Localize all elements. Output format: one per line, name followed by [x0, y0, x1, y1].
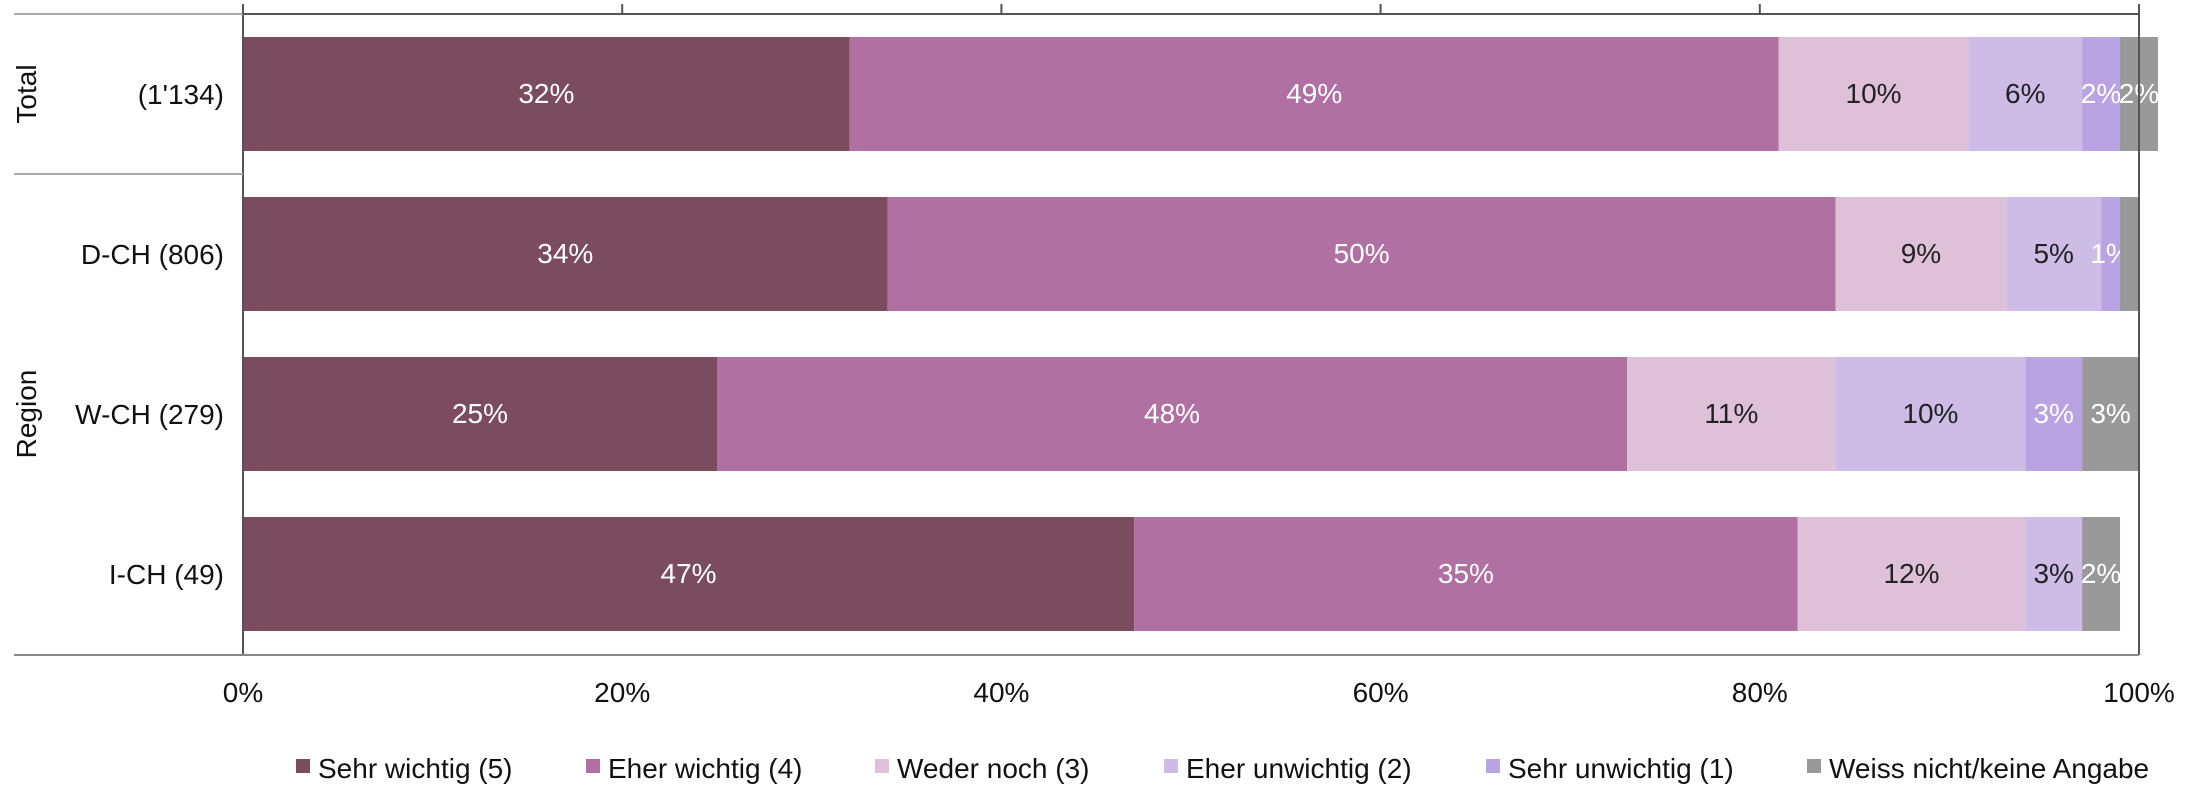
category-labels: (1'134) D-CH (806) W-CH (279) I-CH (49) Tota…: [11, 64, 224, 590]
bar-segment: [887, 197, 1836, 311]
legend-swatch: [1164, 759, 1178, 773]
data-label: 12%: [1883, 558, 1939, 589]
data-label: 10%: [1902, 398, 1958, 429]
data-label: 10%: [1846, 78, 1902, 109]
data-label: 35%: [1438, 558, 1494, 589]
data-label: 6%: [2005, 78, 2045, 109]
legend-item: Sehr unwichtig (1): [1486, 753, 1734, 784]
legend-label: Eher wichtig (4): [608, 753, 803, 784]
bar-segment: [2120, 197, 2139, 311]
bar-segment: [2025, 517, 2083, 631]
bar-segment: [1778, 37, 1969, 151]
legend-item: Sehr wichtig (5): [296, 753, 513, 784]
legend-label: Weder noch (3): [897, 753, 1089, 784]
bar-segment: [2082, 357, 2139, 471]
bar-segment: [243, 37, 850, 151]
legend-item: Eher wichtig (4): [586, 753, 803, 784]
bar-segment: [717, 357, 1628, 471]
legend-swatch: [296, 759, 310, 773]
data-label: 34%: [537, 238, 593, 269]
legend-item: Eher unwichtig (2): [1164, 753, 1412, 784]
bars-layer: 32% 49% 10% 6% 2%2%34% 50% 9% 5% 1%25% 48% 11% 10% 3…: [243, 37, 2159, 631]
x-tick-label: 80%: [1732, 677, 1788, 708]
legend-label: Eher unwichtig (2): [1186, 753, 1412, 784]
bar-segment: [2025, 357, 2083, 471]
bar-segment: [2101, 197, 2121, 311]
category-label: (1'134): [138, 79, 224, 110]
bar-segment: [2006, 197, 2102, 311]
x-tick-label: 40%: [973, 677, 1029, 708]
group-label: Total: [11, 64, 42, 123]
axes-layer: [14, 13, 2140, 656]
x-tick-label: 100%: [2103, 677, 2175, 708]
legend: Sehr wichtig (5) Eher wichtig (4) Weder no…: [296, 753, 2149, 784]
category-label: W-CH (279): [75, 399, 224, 430]
category-label: I-CH (49): [109, 559, 224, 590]
bar-segment: [243, 517, 1135, 631]
bar-segment: [1797, 517, 2026, 631]
data-label: 32%: [518, 78, 574, 109]
legend-label: Weiss nicht/keine Angabe: [1829, 753, 2149, 784]
x-tick-label: 60%: [1353, 677, 1409, 708]
data-label: 47%: [661, 558, 717, 589]
bar-segment: [1134, 517, 1798, 631]
x-tick-label: 20%: [594, 677, 650, 708]
bar-segment: [2082, 517, 2121, 631]
bar-segment: [1627, 357, 1836, 471]
data-label: 11%: [1704, 398, 1758, 429]
category-label: D-CH (806): [81, 239, 224, 270]
group-label: Region: [11, 370, 42, 459]
legend-label: Sehr wichtig (5): [318, 753, 513, 784]
data-label: 3%: [2033, 558, 2073, 589]
bar-segment: [243, 357, 717, 471]
legend-swatch: [1486, 759, 1500, 773]
bar-segment: [243, 197, 888, 311]
bar-segment: [1835, 197, 2007, 311]
x-tick-label: 0%: [223, 677, 263, 708]
data-label: 9%: [1901, 238, 1941, 269]
data-label: 50%: [1334, 238, 1390, 269]
legend-swatch: [875, 759, 889, 773]
bar-segment: [1968, 37, 2083, 151]
bar-segment: [849, 37, 1779, 151]
data-label: 5%: [2033, 238, 2073, 269]
legend-item: Weiss nicht/keine Angabe: [1807, 753, 2149, 784]
data-label: 3%: [2033, 398, 2073, 429]
bar-segment: [1835, 357, 2026, 471]
data-label: 49%: [1286, 78, 1342, 109]
data-label: 3%: [2090, 398, 2130, 429]
legend-label: Sehr unwichtig (1): [1508, 753, 1734, 784]
data-label: 48%: [1144, 398, 1200, 429]
x-tick-labels: 0% 20% 40% 60% 80% 100%: [223, 4, 2175, 708]
data-label: 2%: [2081, 558, 2121, 589]
data-label: 25%: [452, 398, 508, 429]
legend-swatch: [1807, 759, 1821, 773]
bar-segment: [2082, 37, 2121, 151]
legend-swatch: [586, 759, 600, 773]
data-label: 2%: [2081, 78, 2121, 109]
legend-item: Weder noch (3): [875, 753, 1089, 784]
